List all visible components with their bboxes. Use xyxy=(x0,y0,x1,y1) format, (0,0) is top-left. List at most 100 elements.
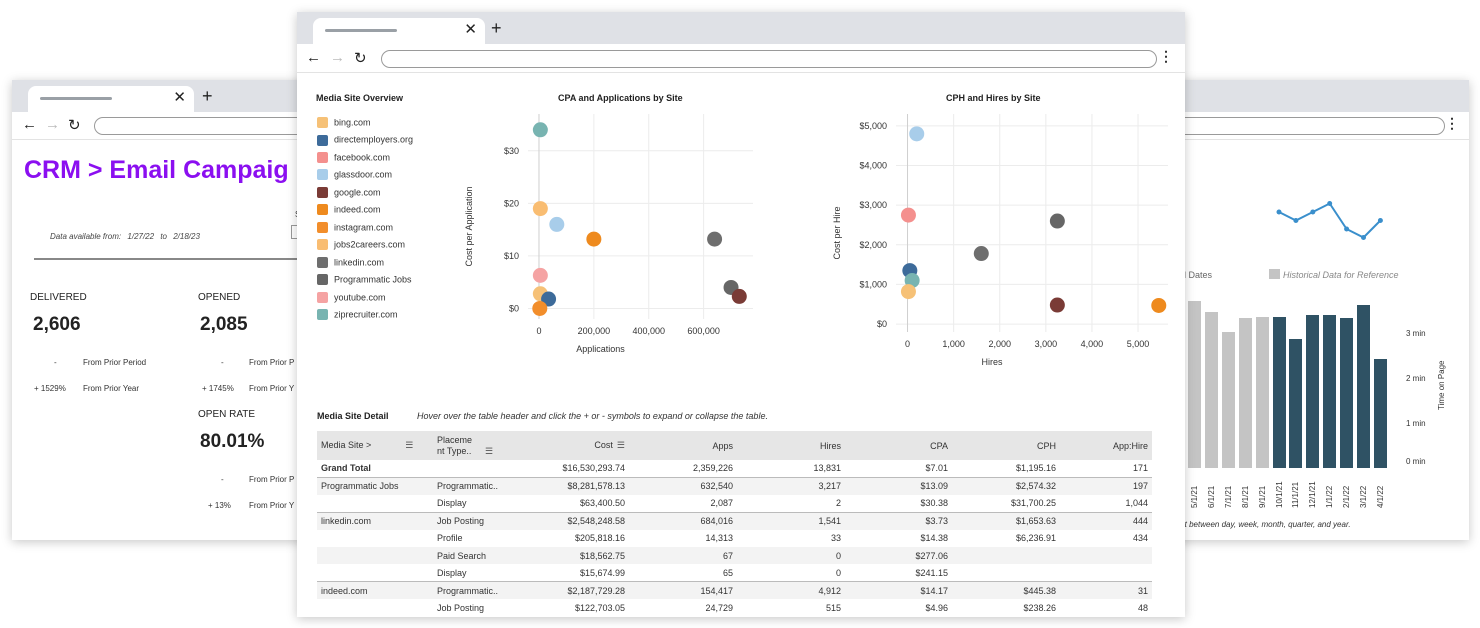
y-tick-label: $0 xyxy=(509,303,519,313)
new-tab-icon[interactable]: + xyxy=(491,18,502,38)
legend-item[interactable]: directemployers.org xyxy=(317,134,413,148)
data-point xyxy=(900,207,916,223)
legend-item[interactable]: bing.com xyxy=(317,117,371,131)
cpa-scatter-chart: $0 $10 $20 $30 0 200,000 400,000 600,000 Applica… xyxy=(464,114,1168,367)
browser-tab[interactable]: ✕ xyxy=(313,18,485,44)
table-row[interactable]: Paid Search $18,562.75 67 0 $277.06 xyxy=(317,546,1152,565)
cell-apphire: 31 xyxy=(1060,581,1152,600)
divider xyxy=(34,258,304,260)
current-bar[interactable] xyxy=(1357,304,1370,468)
table-row[interactable]: indeed.com Programmatic.. $2,187,729.28 154… xyxy=(317,581,1152,600)
current-bar[interactable] xyxy=(1306,315,1320,468)
col-apphire-header[interactable]: App:Hire xyxy=(1060,431,1152,460)
table-row[interactable]: Display $63,400.50 2,087 2 $30.38 $31,700.25 1… xyxy=(317,495,1152,512)
reload-icon[interactable]: ↻ xyxy=(354,50,367,67)
open-rate-period-delta: - xyxy=(221,475,224,484)
cell-cost: $2,187,729.28 xyxy=(529,581,629,600)
current-bar[interactable] xyxy=(1272,316,1286,468)
current-bar[interactable] xyxy=(1340,318,1354,468)
legend-item[interactable]: instagram.com xyxy=(317,221,394,236)
cell-cph: $445.38 xyxy=(952,581,1060,600)
legend-label: instagram.com xyxy=(334,222,394,233)
current-bar[interactable] xyxy=(1323,315,1337,468)
cell-apps: 2,087 xyxy=(710,498,733,509)
reload-icon[interactable]: ↻ xyxy=(68,117,81,134)
historical-bar[interactable] xyxy=(1204,311,1218,468)
cell-site: Programmatic Jobs xyxy=(317,476,433,495)
current-bar[interactable] xyxy=(1373,359,1387,468)
cell-cost: $122,703.05 xyxy=(574,602,625,613)
cell-apps: 684,016 xyxy=(629,511,737,530)
cell-placement xyxy=(433,460,529,477)
historical-bar[interactable] xyxy=(1255,316,1269,468)
current-bar[interactable] xyxy=(1289,338,1303,468)
col-placement-header[interactable]: Placeme nt Type.. ☰ xyxy=(433,431,529,460)
col-cph-header[interactable]: CPH xyxy=(952,431,1060,460)
table-row[interactable]: Display $15,674.99 65 0 $241.15 xyxy=(317,564,1152,581)
legend-item[interactable]: facebook.com xyxy=(317,152,390,166)
menu-kebab-icon[interactable]: ⋮ xyxy=(1445,115,1459,131)
legend-item[interactable]: Programmatic Jobs xyxy=(317,274,412,288)
legend-item[interactable]: glassdoor.com xyxy=(317,169,392,183)
col-site-header[interactable]: Media Site > ☰ xyxy=(317,431,433,460)
table-body: Grand Total $16,530,293.74 2,359,226 13,831… xyxy=(317,460,1152,617)
legend-label: directemployers.org xyxy=(334,135,414,146)
legend-item[interactable]: ziprecruiter.com xyxy=(317,309,398,323)
sort-icon[interactable]: ☰ xyxy=(405,440,414,450)
front-browser-window: ✕ + ← → ↻ ⋮ Media Site Overview bing.com… xyxy=(297,12,1185,617)
legend-historical-label: Historical Data for Reference xyxy=(1283,270,1399,280)
cell-cph: $2,574.32 xyxy=(952,476,1060,495)
col-apps-label: Apps xyxy=(712,440,733,451)
table-row[interactable]: linkedin.com Job Posting $2,548,248.58 684,… xyxy=(317,511,1152,530)
close-tab-icon[interactable]: ✕ xyxy=(464,21,477,38)
legend-label: bing.com xyxy=(334,117,371,128)
col-apps-header[interactable]: Apps xyxy=(629,431,737,460)
historical-bar[interactable] xyxy=(1221,332,1235,468)
legend-item[interactable]: youtube.com xyxy=(317,291,386,306)
legend-item[interactable]: indeed.com xyxy=(317,204,381,218)
table-row[interactable]: Profile $205,818.16 14,313 33 $14.38 $6,236.9… xyxy=(317,530,1152,547)
sort-icon[interactable]: ☰ xyxy=(616,440,625,450)
close-tab-icon[interactable]: ✕ xyxy=(173,89,186,106)
browser-tab[interactable]: ✕ xyxy=(28,86,194,112)
url-input[interactable] xyxy=(381,50,1157,68)
col-cpa-header[interactable]: CPA xyxy=(845,431,952,460)
data-point xyxy=(1049,213,1065,229)
open-rate-year-delta: + 13% xyxy=(208,501,231,510)
legend-label: jobs2careers.com xyxy=(334,239,406,250)
cell-site xyxy=(317,564,433,581)
col-hires-header[interactable]: Hires xyxy=(737,431,845,460)
legend-item[interactable]: jobs2careers.com xyxy=(317,239,405,253)
data-point xyxy=(532,267,548,283)
cell-apps: 67 xyxy=(629,546,737,565)
legend-swatch xyxy=(317,291,328,303)
cell-cost: $15,674.99 xyxy=(579,567,625,578)
x-tick-label: 200,000 xyxy=(578,326,611,336)
legend-item[interactable]: google.com xyxy=(317,186,381,201)
new-tab-icon[interactable]: + xyxy=(202,86,213,106)
tab-title-placeholder xyxy=(325,29,397,32)
back-arrow-icon[interactable]: ← xyxy=(22,116,37,133)
menu-kebab-icon[interactable]: ⋮ xyxy=(1159,48,1173,64)
sort-icon[interactable]: ☰ xyxy=(485,445,494,456)
legend-item[interactable]: linkedin.com xyxy=(317,256,384,271)
historical-bar[interactable] xyxy=(1188,301,1201,468)
cell-cph xyxy=(952,564,1060,581)
cell-apphire: 434 xyxy=(1132,533,1148,544)
data-point xyxy=(973,246,989,262)
col-cost-header[interactable]: Cost ☰ xyxy=(529,431,629,460)
back-arrow-icon[interactable]: ← xyxy=(306,49,321,66)
forward-arrow-icon[interactable]: → xyxy=(45,116,60,133)
cell-apphire: 444 xyxy=(1060,511,1152,530)
legend-label: ziprecruiter.com xyxy=(334,309,398,320)
opened-period-label: From Prior P xyxy=(249,358,295,367)
cph-chart-title: CPH and Hires by Site xyxy=(946,93,1041,103)
historical-bar[interactable] xyxy=(1238,318,1252,468)
y-axis-label: Cost per Application xyxy=(464,186,474,266)
table-row[interactable]: Grand Total $16,530,293.74 2,359,226 13,831… xyxy=(317,460,1152,477)
cell-cost: $63,400.50 xyxy=(579,498,625,509)
forward-arrow-icon[interactable]: → xyxy=(330,49,345,66)
table-row[interactable]: Job Posting $122,703.05 24,729 515 $4.96 $238… xyxy=(317,599,1152,616)
table-row[interactable]: Programmatic Jobs Programmatic.. $8,281,57… xyxy=(317,476,1152,495)
cell-hires: 0 xyxy=(737,546,845,565)
